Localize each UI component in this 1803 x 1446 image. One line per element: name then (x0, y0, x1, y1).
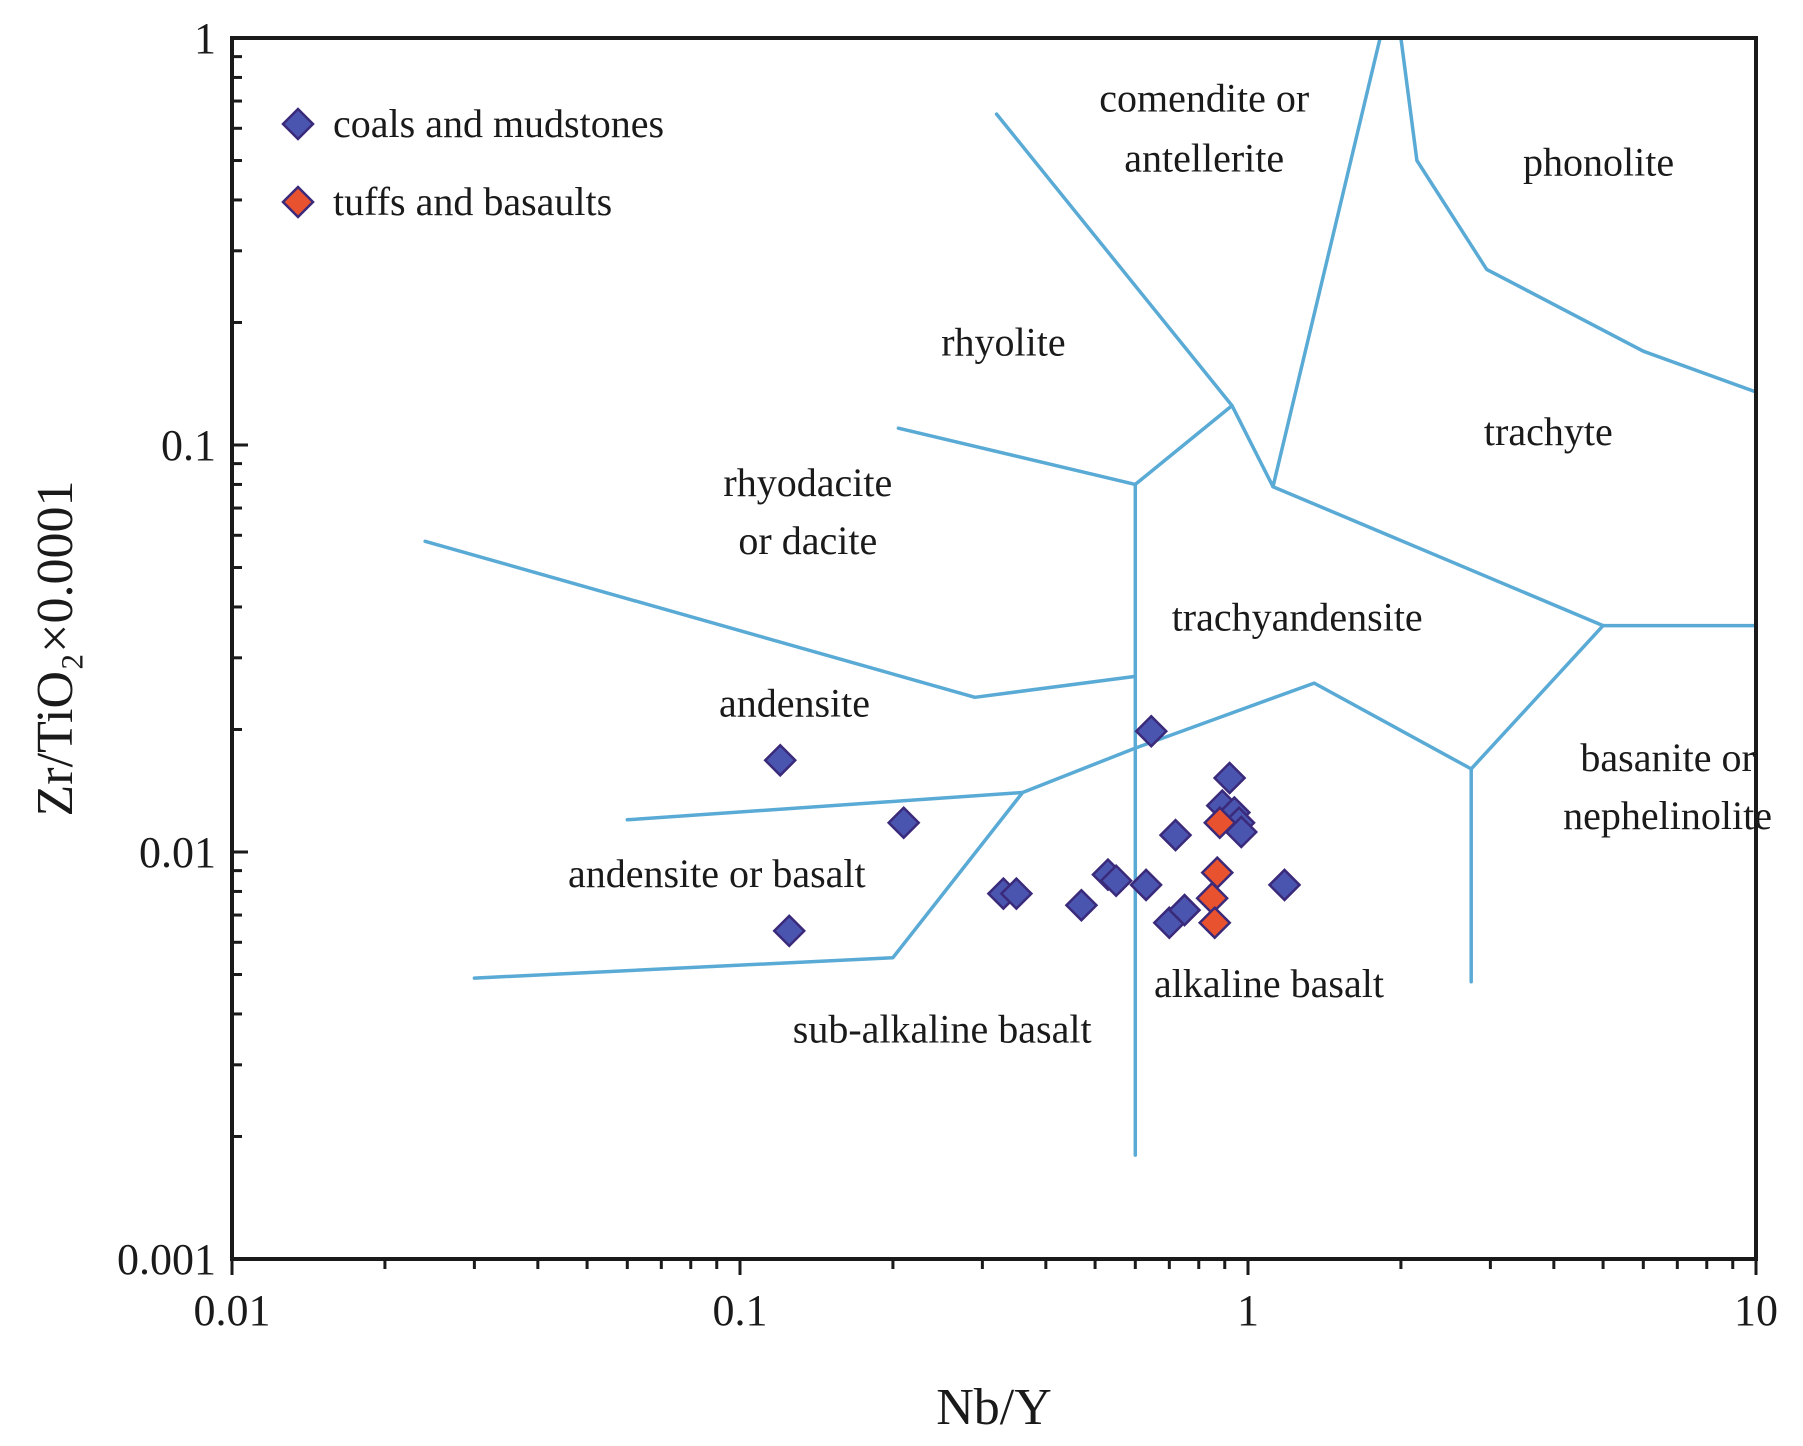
y-tick-label: 0.001 (117, 1235, 216, 1284)
x-tick-label: 0.01 (194, 1286, 271, 1335)
x-tick-label: 1 (1237, 1286, 1259, 1335)
region-labels: comendite or antellerite phonolite rhyolite… (568, 75, 1772, 1051)
data-point (1064, 888, 1099, 922)
data-point (1212, 761, 1247, 795)
field-boundary-line (896, 403, 1234, 487)
data-points (763, 714, 1302, 948)
data-point (1158, 818, 1193, 852)
y-tick-label: 0.01 (139, 828, 216, 877)
legend-label: coals and mudstones (333, 101, 664, 146)
region-label: andensite or basalt (568, 851, 866, 896)
field-boundary-line (1399, 36, 1758, 394)
region-label: trachyte (1484, 409, 1613, 454)
region-label: comendite or (1099, 75, 1309, 120)
region-label: rhyodacite (723, 460, 892, 505)
y-tick-label: 1 (194, 14, 216, 63)
region-label: rhyolite (941, 319, 1065, 364)
data-point (999, 876, 1034, 911)
plot-frame (230, 36, 1758, 1261)
data-point (1267, 868, 1302, 902)
region-label: trachyandensite (1172, 595, 1423, 640)
region-label: antellerite (1124, 136, 1284, 181)
axis-ticks (230, 36, 1758, 1275)
region-label: basanite or (1580, 735, 1754, 780)
data-point (1200, 855, 1235, 890)
data-point (1167, 893, 1202, 927)
field-boundary-line (472, 790, 1025, 980)
y-tick-label: 0.1 (161, 421, 216, 470)
legend-label: tuffs and basaults (333, 179, 612, 224)
field-boundary-line (994, 36, 1382, 489)
region-label: nephelinolite (1563, 793, 1772, 838)
legend: coals and mudstones tuffs and basaults (281, 101, 664, 224)
region-label: phonolite (1523, 139, 1674, 184)
field-boundaries (423, 36, 1758, 1157)
x-tick-label: 10 (1734, 1286, 1778, 1335)
data-point (1129, 868, 1163, 902)
field-boundary-line (625, 623, 1605, 822)
legend-marker (281, 107, 315, 141)
legend-marker (281, 185, 315, 219)
data-point (1197, 906, 1232, 940)
data-point (772, 914, 806, 948)
data-point (886, 805, 921, 840)
region-label: alkaline basalt (1154, 961, 1384, 1006)
data-point (763, 743, 797, 778)
x-tick-label: 0.1 (713, 1286, 768, 1335)
region-label: or dacite (738, 518, 877, 563)
region-label: andensite (719, 681, 870, 726)
data-point (1099, 863, 1133, 898)
y-axis-title: Zr/TiO₂×0.0001 (27, 481, 84, 817)
field-boundary-line (423, 539, 1138, 700)
data-point (1134, 714, 1169, 749)
region-label: sub-alkaline basalt (793, 1007, 1092, 1052)
x-axis-title: Nb/Y (936, 1379, 1052, 1436)
data-point (1203, 805, 1237, 840)
